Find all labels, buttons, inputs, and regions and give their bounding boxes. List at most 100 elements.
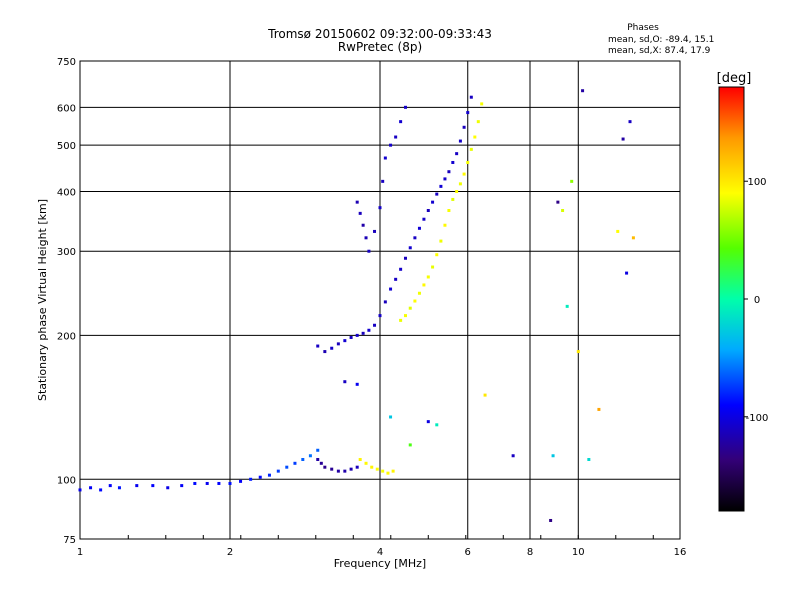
data-point	[443, 223, 447, 227]
data-point	[367, 249, 371, 253]
data-point	[358, 457, 362, 461]
data-point	[249, 477, 253, 481]
data-point	[343, 380, 347, 384]
y-tick-label: 300	[57, 247, 76, 258]
y-tick-label: 750	[57, 57, 76, 68]
x-tick-label: 6	[465, 547, 471, 558]
data-point	[217, 481, 221, 485]
y-tick-label: 75	[63, 535, 76, 546]
data-point	[166, 486, 170, 490]
data-point	[293, 461, 297, 465]
data-point	[323, 465, 327, 469]
data-point	[330, 467, 334, 471]
data-point	[628, 120, 632, 124]
series-f1-upper-branch	[355, 105, 407, 253]
data-point	[399, 267, 403, 271]
colorbar-tick-label: 100	[747, 177, 766, 188]
data-point	[389, 415, 393, 419]
data-point	[597, 407, 601, 411]
y-tick-label: 500	[57, 141, 76, 152]
data-point	[343, 339, 347, 343]
chart-subtitle: RwPretec (8p)	[338, 40, 422, 54]
data-point	[422, 217, 426, 221]
data-point	[616, 229, 620, 233]
data-point	[319, 461, 323, 465]
data-point	[476, 120, 480, 124]
data-point	[349, 467, 353, 471]
series-f1-trace-o-	[316, 95, 473, 354]
data-point	[570, 179, 574, 183]
colorbar-tick-label: -100	[746, 413, 769, 424]
data-point	[431, 200, 435, 204]
x-tick-label: 2	[227, 547, 233, 558]
data-point	[267, 473, 271, 477]
data-point	[383, 300, 387, 304]
data-point	[228, 481, 232, 485]
data-point	[458, 182, 462, 186]
data-point	[451, 160, 455, 164]
data-point	[565, 304, 569, 308]
data-point	[455, 152, 459, 156]
data-point	[621, 137, 625, 141]
data-point	[375, 467, 379, 471]
data-point	[426, 209, 430, 213]
data-point	[435, 423, 439, 427]
data-point	[469, 95, 473, 99]
phase-colorbar: [deg] 100 0 -100	[717, 71, 768, 512]
data-point	[549, 518, 553, 522]
x-tick-label: 16	[674, 547, 687, 558]
data-point	[435, 253, 439, 257]
data-point	[439, 239, 443, 243]
series-scattered-echoes	[343, 89, 635, 522]
y-axis-label: Stationary phase Virtual Height [km]	[36, 199, 49, 401]
data-point	[394, 135, 398, 139]
data-point	[285, 465, 289, 469]
data-point	[373, 229, 377, 233]
data-point	[462, 172, 466, 176]
data-point	[361, 331, 365, 335]
data-point	[355, 465, 359, 469]
y-tick-label: 100	[57, 475, 76, 486]
data-point	[581, 89, 585, 93]
data-point	[323, 350, 327, 354]
data-point	[462, 125, 466, 129]
data-point	[483, 393, 487, 397]
colorbar-ticks: 100 0 -100	[744, 177, 768, 424]
colorbar-label: [deg]	[717, 71, 752, 86]
data-point	[466, 111, 470, 115]
data-point	[422, 283, 426, 287]
data-point	[408, 443, 412, 447]
data-point	[417, 226, 421, 230]
data-point	[394, 277, 398, 281]
data-point	[625, 271, 629, 275]
colorbar-gradient	[718, 86, 745, 512]
data-point	[551, 454, 555, 458]
data-point	[447, 170, 451, 174]
data-point	[135, 484, 139, 488]
data-point	[378, 314, 382, 318]
data-point	[413, 299, 417, 303]
data-point	[413, 236, 417, 240]
data-point	[258, 475, 262, 479]
data-point	[99, 488, 103, 492]
data-point	[336, 342, 340, 346]
data-point	[381, 179, 385, 183]
data-point	[364, 236, 368, 240]
x-tick-label: 8	[527, 547, 533, 558]
plot-area: 1 2 4 6 8 10 16 75 100 200 300 400 500 600 750	[57, 57, 686, 558]
series-es-trace-o-	[316, 457, 359, 473]
data-point	[466, 160, 470, 164]
data-point	[439, 184, 443, 188]
colorbar-tick-label: 0	[754, 295, 760, 306]
data-point	[403, 105, 407, 109]
data-point	[358, 211, 362, 215]
data-point	[480, 102, 484, 106]
data-point	[361, 223, 365, 227]
data-point	[576, 350, 580, 354]
data-point	[458, 139, 462, 143]
data-point	[355, 333, 359, 337]
data-point	[349, 335, 353, 339]
data-point	[455, 189, 459, 193]
series-e-region-trace	[78, 448, 320, 492]
